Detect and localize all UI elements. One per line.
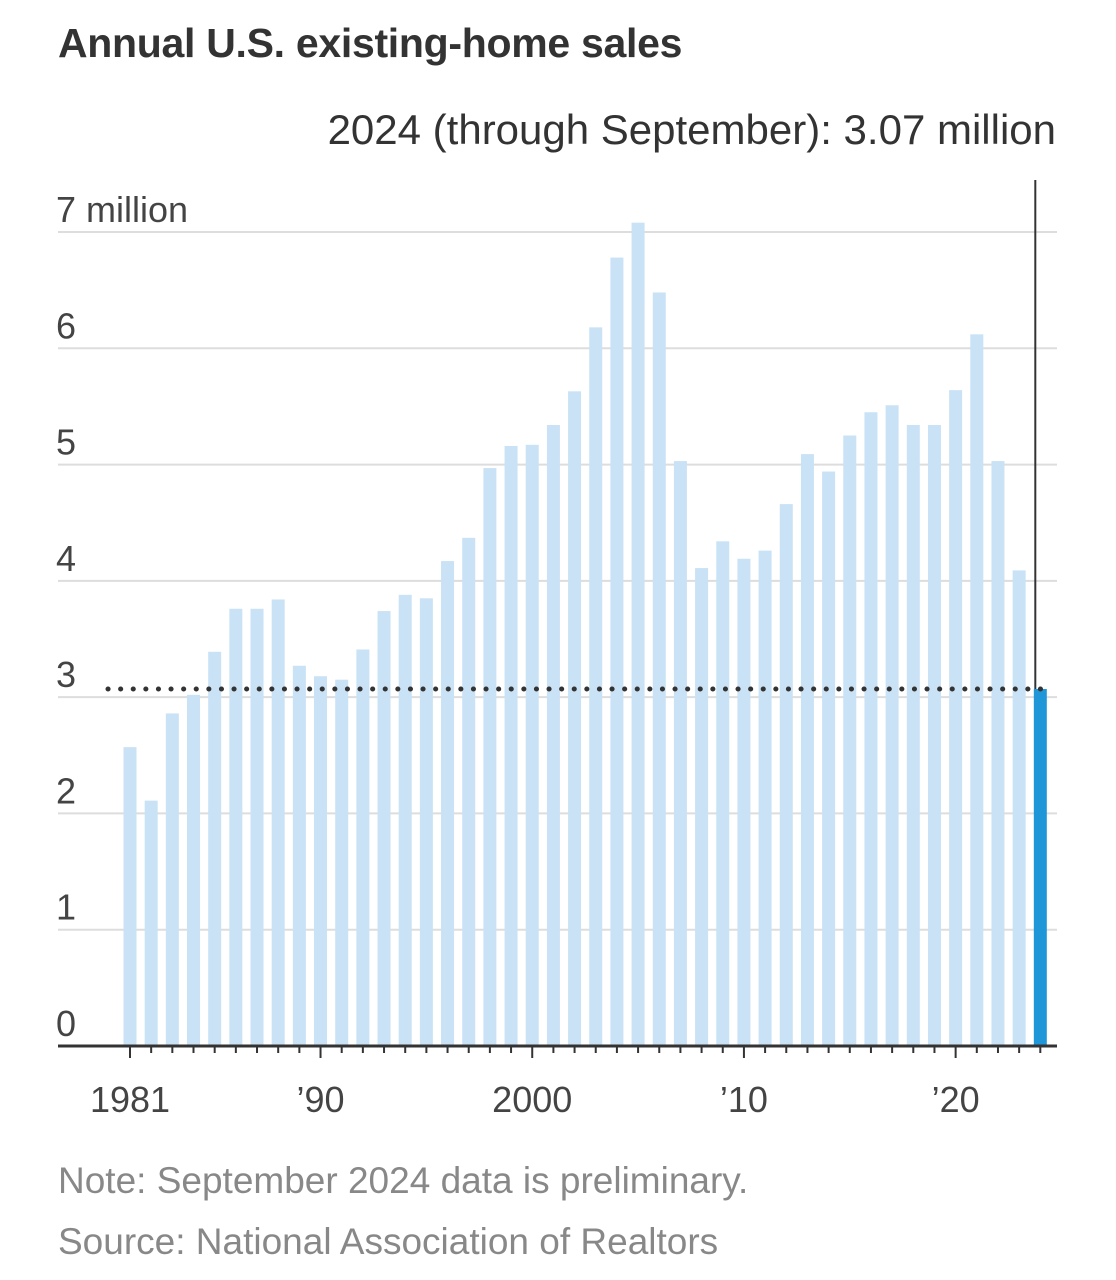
bar-2008 xyxy=(695,568,709,1046)
x-tick-label: ’20 xyxy=(932,1079,980,1120)
bar-2007 xyxy=(673,461,687,1046)
chart-note: Note: September 2024 data is preliminary… xyxy=(58,1160,749,1201)
bar-1992 xyxy=(356,649,370,1046)
reference-layer xyxy=(105,180,1047,692)
bar-2020 xyxy=(949,390,963,1046)
bar-1985 xyxy=(208,651,222,1046)
bar-highlight-2024 xyxy=(1033,689,1047,1046)
y-tick-label: 3 xyxy=(56,654,76,695)
bar-1995 xyxy=(419,598,433,1046)
bar-2002 xyxy=(568,391,582,1047)
bar-2004 xyxy=(610,257,624,1046)
bar-1986 xyxy=(229,608,243,1046)
y-tick-label: 0 xyxy=(56,1003,76,1044)
x-tick-label: ’90 xyxy=(297,1079,345,1120)
chart-title: Annual U.S. existing-home sales xyxy=(58,20,683,66)
x-tick-label: ’10 xyxy=(720,1079,768,1120)
bar-2023 xyxy=(1012,570,1026,1046)
bar-2022 xyxy=(991,461,1005,1046)
bar-1981 xyxy=(123,747,137,1046)
bar-2012 xyxy=(779,504,793,1046)
bar-1989 xyxy=(292,665,306,1046)
x-tick-label: 1981 xyxy=(90,1079,170,1120)
bar-2000 xyxy=(525,444,539,1046)
bar-1999 xyxy=(504,445,518,1047)
x-tick-label: 2000 xyxy=(492,1079,572,1120)
bar-2019 xyxy=(927,425,941,1046)
bar-2017 xyxy=(885,405,899,1046)
bar-1994 xyxy=(398,594,412,1046)
y-tick-label: 7 million xyxy=(56,189,188,230)
bar-chart: 7 million 6 5 4 3 2 1 0 1981 ’90 2000 ’10 ’20 xyxy=(56,180,1057,1120)
bar-1984 xyxy=(187,694,201,1046)
bar-1987 xyxy=(250,608,264,1046)
bar-2010 xyxy=(737,558,751,1046)
bar-1988 xyxy=(271,599,285,1046)
y-tick-label: 5 xyxy=(56,422,76,463)
bar-2005 xyxy=(631,222,645,1046)
bar-1993 xyxy=(377,611,391,1046)
y-tick-label: 4 xyxy=(56,538,76,579)
bar-2001 xyxy=(546,425,560,1046)
chart-source: Source: National Association of Realtors xyxy=(58,1221,719,1262)
bar-1991 xyxy=(335,679,349,1046)
y-tick-label: 6 xyxy=(56,305,76,346)
bar-1997 xyxy=(462,537,476,1046)
bar-2016 xyxy=(864,412,878,1046)
bar-2009 xyxy=(716,541,730,1046)
bar-2014 xyxy=(822,471,836,1046)
bar-2015 xyxy=(843,435,857,1046)
bar-2011 xyxy=(758,550,772,1046)
bar-1996 xyxy=(441,561,455,1046)
bar-2006 xyxy=(652,292,666,1046)
bar-1998 xyxy=(483,468,497,1046)
bar-1983 xyxy=(165,713,179,1046)
bar-2018 xyxy=(906,425,920,1046)
y-tick-label: 1 xyxy=(56,887,76,928)
axes: 7 million 6 5 4 3 2 1 0 1981 ’90 2000 ’10 ’20 xyxy=(56,189,1057,1120)
bar-2013 xyxy=(800,454,814,1046)
bar-2003 xyxy=(589,327,603,1047)
y-tick-label: 2 xyxy=(56,770,76,811)
highlight-annotation: 2024 (through September): 3.07 million xyxy=(327,106,1056,153)
bar-1982 xyxy=(144,800,158,1046)
bar-1990 xyxy=(314,676,328,1046)
bars xyxy=(123,222,1047,1047)
